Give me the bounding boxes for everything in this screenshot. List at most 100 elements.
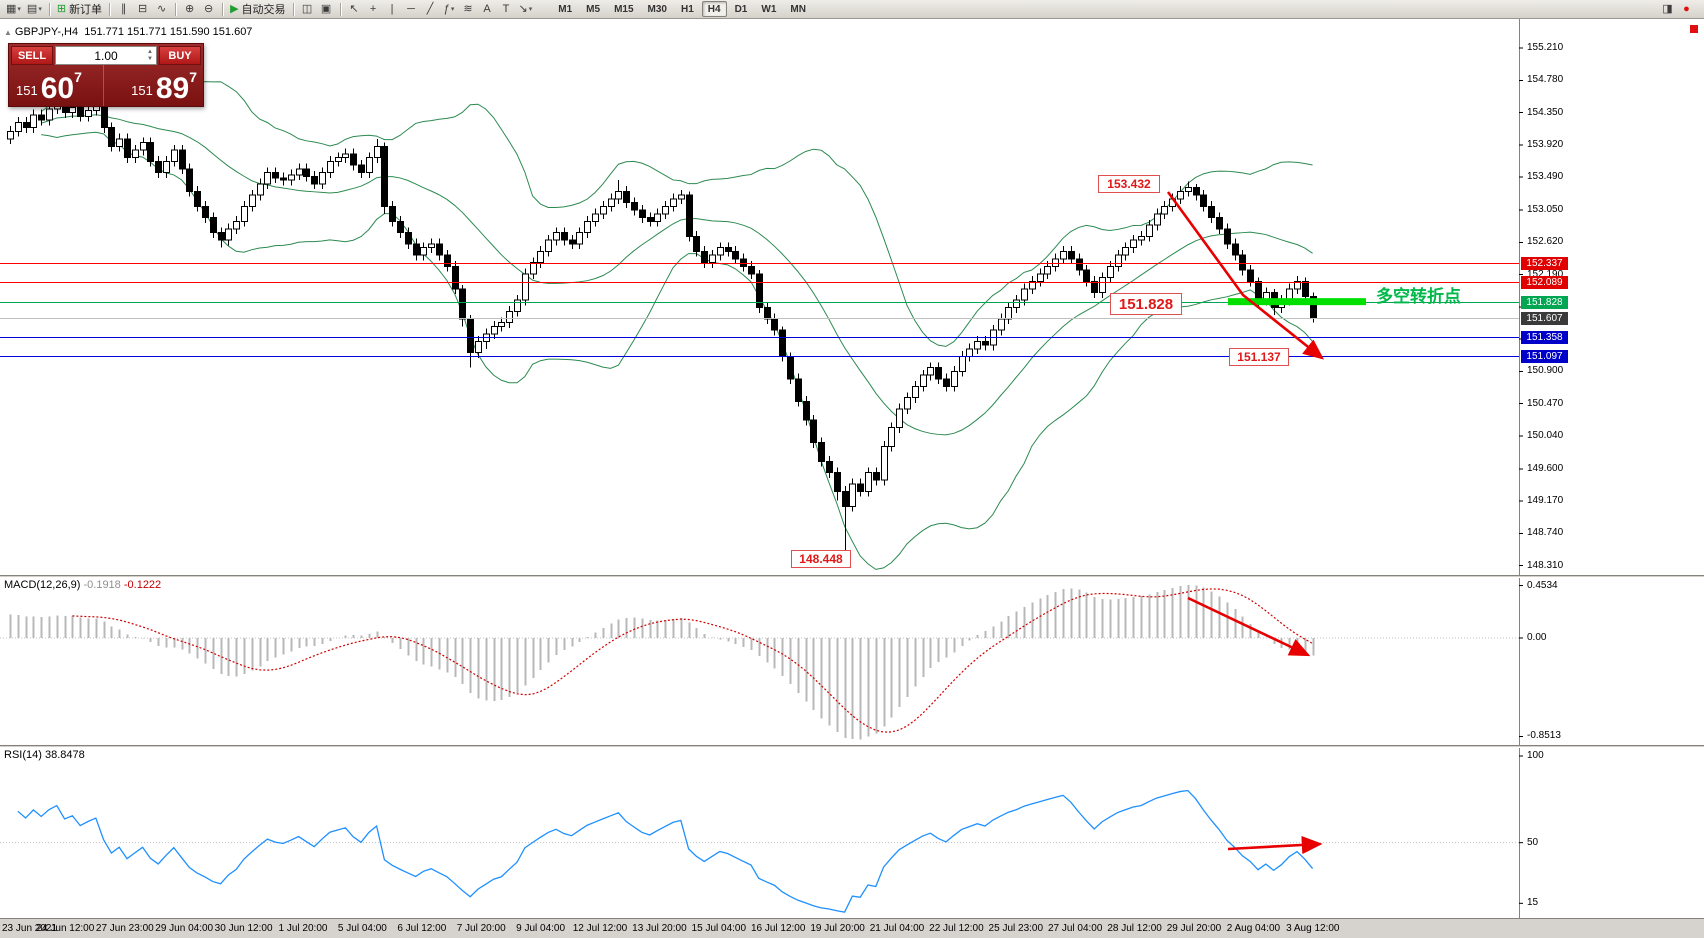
indicators-dropdown-icon[interactable]: ▾ (450, 6, 455, 13)
auto-trading-button[interactable]: ▶ 自动交易 (227, 1, 288, 18)
timeframe-m30[interactable]: M30 (647, 3, 667, 15)
turning-point-label[interactable]: 多空转折点 (1376, 287, 1461, 306)
cursor-button[interactable]: ↖ (345, 1, 364, 18)
timeframe-m15[interactable]: M15 (614, 3, 634, 15)
time-tick-label: 19 Jul 20:00 (810, 923, 865, 934)
volume-spinner: ▲ ▼ (145, 47, 155, 64)
zoom-out-icon: ⊖ (203, 2, 214, 15)
line-chart-icon: ∿ (156, 2, 167, 15)
new-chart-dropdown-icon[interactable]: ▾ (17, 6, 21, 13)
rsi-tick-label: 15 (1527, 897, 1539, 909)
profiles-dropdown-icon[interactable]: ▾ (38, 6, 42, 13)
volume-value: 1.00 (94, 48, 118, 63)
bar-chart-button[interactable]: ∥ (114, 1, 133, 18)
timeframe-m5[interactable]: M5 (586, 3, 601, 15)
timeframe-h4[interactable]: H4 (701, 1, 727, 17)
timeframe-h1[interactable]: H1 (680, 3, 694, 15)
timeframe-w1[interactable]: W1 (761, 3, 777, 15)
time-tick-label: 6 Jul 12:00 (397, 923, 447, 934)
bollinger-lower-band (41, 131, 1313, 570)
auto-trading-icon: ▶ (230, 2, 239, 15)
arrow-objects-dropdown-icon[interactable]: ▾ (528, 6, 533, 13)
chart-window-button[interactable]: ◨ (1658, 1, 1677, 18)
one-click-collapse-icon[interactable]: ▲ (4, 28, 12, 37)
sell-button[interactable]: SELL (11, 46, 53, 65)
timeframe-m1[interactable]: M1 (558, 3, 573, 15)
time-tick-label: 24 Jun 12:00 (36, 923, 95, 934)
profiles-icon: ▤ (26, 2, 38, 15)
price-tick-label: 150.900 (1527, 365, 1564, 377)
sell-price-display[interactable]: 151 60 7 (9, 65, 103, 106)
price-annotation[interactable]: 148.448 (791, 550, 851, 568)
toolbar-separator (109, 2, 111, 16)
zoom-in-button[interactable]: ⊕ (180, 1, 199, 18)
price-annotation[interactable]: 151.137 (1229, 348, 1289, 366)
time-tick-label: 22 Jul 12:00 (929, 923, 984, 934)
timeframe-mn[interactable]: MN (790, 3, 806, 15)
line-chart-button[interactable]: ∿ (152, 1, 171, 18)
arrow-objects-icon: ↘ (518, 2, 528, 15)
tile-windows-button[interactable]: ◫ (298, 1, 317, 18)
macd-label: MACD(12,26,9) -0.1918 -0.1222 (4, 579, 161, 591)
vertical-line-icon: | (390, 2, 394, 15)
price-tick-label: 148.310 (1527, 559, 1564, 571)
new-order-icon: ⊞ (56, 2, 67, 15)
new-order-button[interactable]: ⊞ 新订单 (54, 1, 105, 18)
macd-histogram (9, 584, 1315, 740)
text-button[interactable]: A (478, 1, 497, 18)
horizontal-line-button[interactable]: ─ (402, 1, 421, 18)
time-tick-label: 16 Jul 12:00 (750, 923, 806, 934)
time-tick-label: 5 Jul 04:00 (337, 923, 387, 934)
auto-trading-label: 自动交易 (241, 4, 286, 16)
zoom-out-button[interactable]: ⊖ (199, 1, 218, 18)
candlestick-chart-button[interactable]: ⊟ (133, 1, 152, 18)
fibonacci-button[interactable]: ≋ (459, 1, 478, 18)
macd-panel-splitter[interactable] (0, 575, 1704, 578)
indicators-button[interactable]: ƒ ▾ (440, 1, 459, 18)
buy-button[interactable]: BUY (159, 46, 201, 65)
bar-chart-icon: ∥ (120, 2, 127, 15)
price-annotation[interactable]: 153.432 (1098, 175, 1160, 193)
chart-scroll-marker[interactable] (1690, 25, 1698, 33)
time-tick-label: 13 Jul 20:00 (632, 923, 687, 934)
rsi-tick-label: 100 (1527, 750, 1544, 761)
horizontal-line-icon: ─ (407, 2, 415, 15)
timeframe-d1[interactable]: D1 (734, 3, 748, 15)
time-tick-label: 3 Aug 12:00 (1286, 923, 1340, 934)
rsi-panel-splitter[interactable] (0, 745, 1704, 748)
price-tick-label: 153.920 (1527, 138, 1564, 150)
toolbar-separator (292, 2, 294, 16)
time-tick-label: 23 Jun 2021 (2, 923, 58, 934)
text-label-button[interactable]: T (497, 1, 516, 18)
main-trend-arrow (1166, 191, 1325, 360)
trendline-button[interactable]: ╱ (421, 1, 440, 18)
time-tick-label: 28 Jul 12:00 (1107, 923, 1162, 934)
toolbar-separator (339, 2, 341, 16)
arrow-objects-button[interactable]: ↘ ▾ (516, 1, 536, 18)
price-tick-label: 153.490 (1527, 171, 1564, 182)
expert-status-button[interactable]: ● (1677, 1, 1696, 18)
one-click-prices: 151 60 7 151 89 7 (9, 65, 203, 106)
macd-name: MACD(12,26,9) (4, 579, 81, 591)
macd-value-signal: -0.1222 (123, 579, 162, 591)
time-tick-label: 30 Jun 12:00 (214, 923, 273, 934)
volume-up-icon[interactable]: ▲ (147, 48, 153, 55)
time-axis[interactable]: 23 Jun 2021 24 Jun 12:00 27 Jun 23:00 29 Ju… (0, 918, 1704, 938)
crosshair-button[interactable]: + (364, 1, 383, 18)
bollinger-middle-band (41, 114, 1313, 436)
new-chart-button[interactable]: ▦ ▾ (3, 1, 24, 18)
one-click-trading-panel: SELL 1.00 ▲ ▼ BUY 151 60 7 151 89 7 (8, 43, 204, 107)
profiles-button[interactable]: ▤ ▾ (24, 1, 45, 18)
buy-price-point: 7 (189, 69, 197, 85)
trendline-icon: ╱ (426, 2, 434, 15)
volume-input[interactable]: 1.00 ▲ ▼ (55, 46, 157, 65)
volume-down-icon[interactable]: ▼ (147, 55, 153, 62)
buy-price-display[interactable]: 151 89 7 (102, 65, 204, 106)
price-annotation[interactable]: 151.828 (1110, 293, 1182, 315)
price-tick-label: 150.470 (1527, 397, 1564, 409)
price-tick-label: 150.040 (1527, 429, 1564, 441)
new-window-button[interactable]: ▣ (317, 1, 336, 18)
vertical-line-button[interactable]: | (383, 1, 402, 18)
